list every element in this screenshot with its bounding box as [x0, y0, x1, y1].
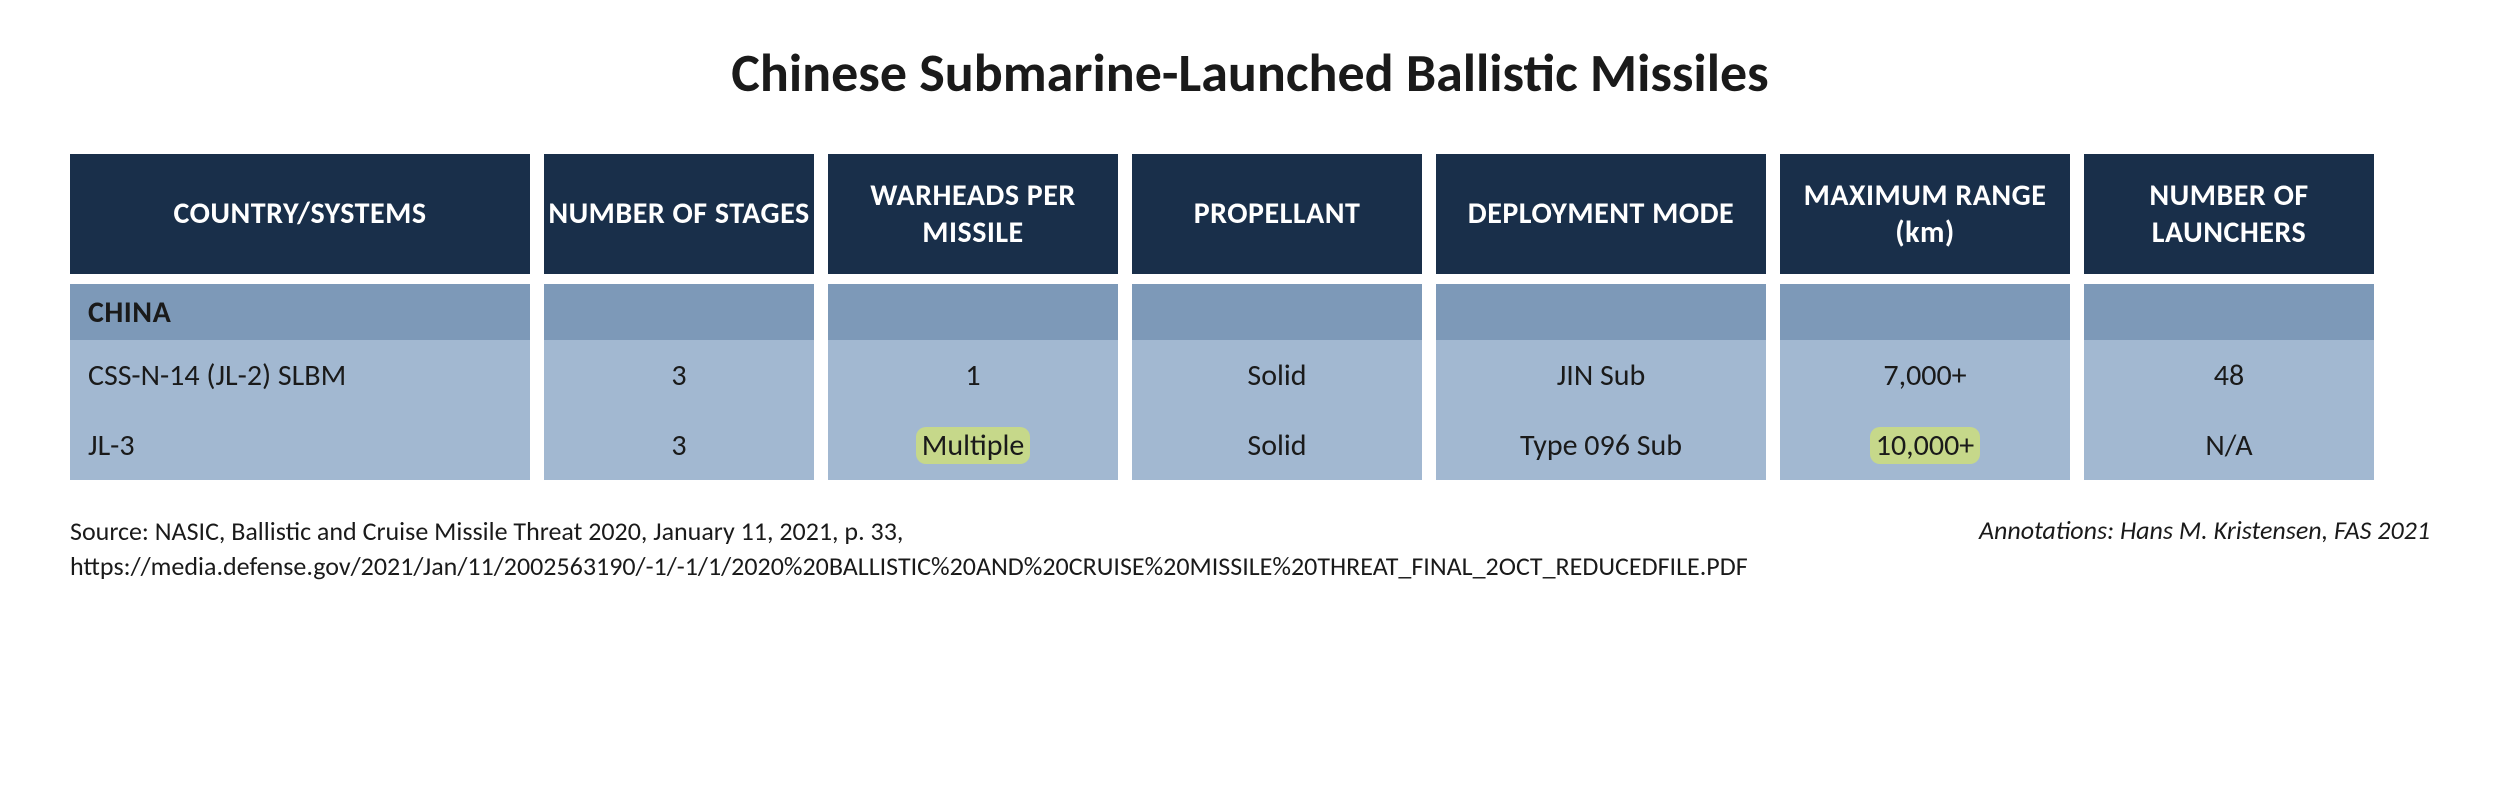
column-body: JIN SubType 096 Sub — [1436, 284, 1766, 480]
column-body: 7,000+ 10,000+ — [1780, 284, 2070, 480]
table-column: WARHEADS PER MISSILE 1 Multiple — [828, 154, 1118, 480]
group-row-label: CHINA — [70, 284, 530, 340]
highlight-span: Multiple — [916, 427, 1031, 464]
source-line-2: https://media.defense.gov/2021/Jan/11/20… — [70, 549, 2430, 584]
table-column: PROPELLANTSolidSolid — [1132, 154, 1422, 480]
missile-table: COUNTRY/SYSTEMSCHINACSS-N-14 (JL-2) SLBM… — [70, 154, 2430, 480]
table-column: COUNTRY/SYSTEMSCHINACSS-N-14 (JL-2) SLBM… — [70, 154, 530, 480]
table-cell: Solid — [1132, 340, 1422, 410]
table-cell: Solid — [1132, 410, 1422, 480]
table-cell: 3 — [544, 340, 814, 410]
table-cell: 48 — [2084, 340, 2374, 410]
column-body: 48N/A — [2084, 284, 2374, 480]
group-row-spacer — [1436, 284, 1766, 340]
table-column: DEPLOYMENT MODEJIN SubType 096 Sub — [1436, 154, 1766, 480]
table-cell: JL-3 — [70, 410, 530, 480]
annotation-text: Annotations: Hans M. Kristensen, FAS 202… — [1979, 514, 2430, 546]
group-row-spacer — [1780, 284, 2070, 340]
table-cell: Multiple — [828, 410, 1118, 480]
page-root: Chinese Submarine-Launched Ballistic Mis… — [0, 0, 2500, 584]
column-body: SolidSolid — [1132, 284, 1422, 480]
column-body: CHINACSS-N-14 (JL-2) SLBMJL-3 — [70, 284, 530, 480]
column-header: NUMBER OF STAGES — [544, 154, 814, 274]
group-row-spacer — [828, 284, 1118, 340]
table-column: MAXIMUM RANGE (km) 7,000+ 10,000+ — [1780, 154, 2070, 480]
group-row-spacer — [2084, 284, 2374, 340]
table-cell: 3 — [544, 410, 814, 480]
column-header: PROPELLANT — [1132, 154, 1422, 274]
column-header: WARHEADS PER MISSILE — [828, 154, 1118, 274]
column-body: 1 Multiple — [828, 284, 1118, 480]
column-header: MAXIMUM RANGE (km) — [1780, 154, 2070, 274]
table-cell: 1 — [828, 340, 1118, 410]
column-header: NUMBER OF LAUNCHERS — [2084, 154, 2374, 274]
column-body: 33 — [544, 284, 814, 480]
column-header: DEPLOYMENT MODE — [1436, 154, 1766, 274]
table-cell: CSS-N-14 (JL-2) SLBM — [70, 340, 530, 410]
group-row-spacer — [1132, 284, 1422, 340]
table-column: NUMBER OF LAUNCHERS48N/A — [2084, 154, 2374, 480]
table-cell: 7,000+ — [1780, 340, 2070, 410]
highlight-span: 10,000+ — [1870, 427, 1980, 464]
column-header: COUNTRY/SYSTEMS — [70, 154, 530, 274]
table-cell: N/A — [2084, 410, 2374, 480]
table-cell: Type 096 Sub — [1436, 410, 1766, 480]
table-column: NUMBER OF STAGES33 — [544, 154, 814, 480]
footer: Annotations: Hans M. Kristensen, FAS 202… — [70, 514, 2430, 584]
table-cell: JIN Sub — [1436, 340, 1766, 410]
page-title: Chinese Submarine-Launched Ballistic Mis… — [70, 40, 2430, 106]
group-row-spacer — [544, 284, 814, 340]
table-cell: 10,000+ — [1780, 410, 2070, 480]
